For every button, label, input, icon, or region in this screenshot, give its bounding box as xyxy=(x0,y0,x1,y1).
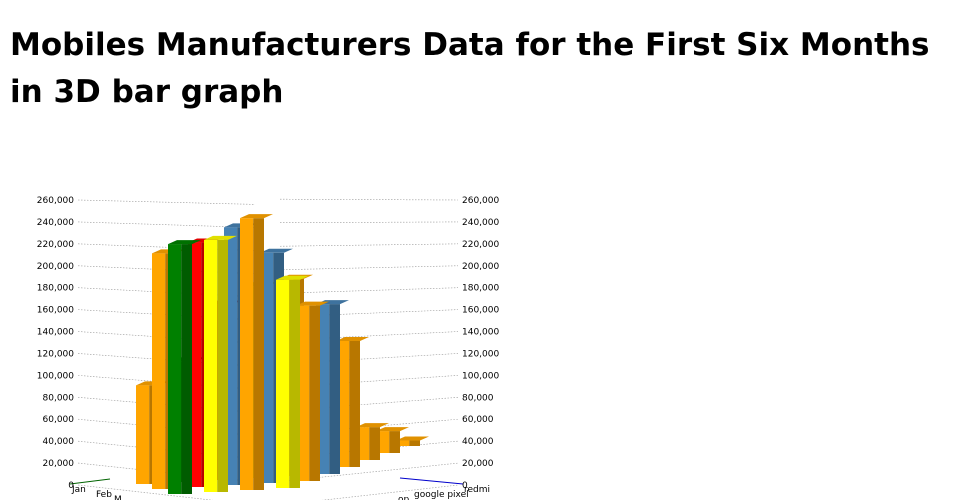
y-tick-label-right: 120,000 xyxy=(462,349,499,359)
bar-side-face xyxy=(409,440,420,446)
y-tick-label-left: 0 xyxy=(68,481,74,491)
y-tick-label-left: 120,000 xyxy=(37,349,74,359)
bar-top-face xyxy=(168,240,201,245)
bar-front-face xyxy=(396,440,410,446)
y-tick-label-right: 20,000 xyxy=(462,459,494,469)
gridline-right xyxy=(279,198,459,201)
floor-axis-right xyxy=(399,477,464,485)
y-tick-label-left: 40,000 xyxy=(43,437,75,447)
x-tick-label: M xyxy=(114,495,122,500)
bar-side-face xyxy=(253,218,264,490)
z-tick-label: redmi xyxy=(464,485,490,495)
bar-front-face xyxy=(136,385,150,484)
y-tick-label-right: 0 xyxy=(462,481,468,491)
page-title: Mobiles Manufacturers Data for the First… xyxy=(10,27,930,110)
x-tick-label: Jan xyxy=(71,485,86,495)
y-tick-label-right: 200,000 xyxy=(462,262,499,272)
bars xyxy=(136,214,429,494)
bar-apr-0 xyxy=(204,235,237,492)
bar-front-face xyxy=(240,218,254,490)
y-tick-label-left: 200,000 xyxy=(37,262,74,272)
floor-axis-left xyxy=(69,478,111,485)
y-tick-label-right: 100,000 xyxy=(462,371,499,381)
bar-side-face xyxy=(181,244,192,494)
gridline-right xyxy=(279,243,459,247)
bar-jun-6 xyxy=(396,436,429,446)
x-tick-label: Feb xyxy=(96,490,112,500)
y-tick-label-right: 240,000 xyxy=(462,218,499,228)
z-tick-label: op xyxy=(398,495,410,500)
gridline-left xyxy=(77,221,256,228)
bar-side-face xyxy=(349,340,360,467)
y-tick-label-left: 80,000 xyxy=(43,393,75,403)
y-tick-label-right: 220,000 xyxy=(462,240,499,250)
bar-top-face xyxy=(376,427,409,432)
y-tick-label-right: 160,000 xyxy=(462,306,499,316)
bar-jun-0 xyxy=(276,275,309,488)
gridline-right xyxy=(279,287,459,294)
y-tick-label-right: 80,000 xyxy=(462,393,494,403)
y-tick-label-left: 140,000 xyxy=(37,328,74,338)
bar-front-face xyxy=(168,244,182,494)
bar-front-face xyxy=(276,279,290,488)
bar-top-face xyxy=(276,275,309,280)
bar-side-face xyxy=(289,279,300,488)
bar-may-0 xyxy=(240,214,273,490)
y-tick-label-left: 240,000 xyxy=(37,218,74,228)
y-tick-label-right: 140,000 xyxy=(462,328,499,338)
y-tick-label-left: 100,000 xyxy=(37,371,74,381)
y-tick-label-right: 40,000 xyxy=(462,437,494,447)
bar-front-face xyxy=(204,239,218,492)
z-tick-label: google pixel xyxy=(414,490,469,500)
axes xyxy=(69,477,464,485)
y-tick-label-left: 20,000 xyxy=(43,459,75,469)
bar-side-face xyxy=(217,239,228,492)
bar-front-face xyxy=(152,253,166,489)
axis-labels: 0 0 20,000 20,000 40,000 40,000 60,000 60,000 80… xyxy=(37,196,500,500)
y-tick-label-left: 60,000 xyxy=(43,415,75,425)
y-tick-label-right: 180,000 xyxy=(462,284,499,294)
bar-side-face xyxy=(389,431,400,453)
bar-top-face xyxy=(204,235,237,240)
y-tick-label-left: 160,000 xyxy=(37,306,74,316)
y-tick-label-right: 60,000 xyxy=(462,415,494,425)
gridline-right xyxy=(279,221,459,224)
y-tick-label-left: 180,000 xyxy=(37,284,74,294)
bar-chart-3d: 0 0 20,000 20,000 40,000 40,000 60,000 60,000 80… xyxy=(37,196,500,500)
gridline-right xyxy=(279,265,459,271)
gridline-left xyxy=(77,199,256,205)
y-tick-label-right: 260,000 xyxy=(462,196,499,206)
gridline-right xyxy=(279,309,459,318)
bar-top-face xyxy=(336,336,369,341)
bar-top-face xyxy=(396,436,429,441)
bar-side-face xyxy=(309,305,320,481)
bar-side-face xyxy=(369,427,380,460)
y-tick-label-left: 220,000 xyxy=(37,240,74,250)
bar-mar-0 xyxy=(168,240,201,494)
bar-top-face xyxy=(260,248,293,253)
y-tick-label-left: 260,000 xyxy=(37,196,74,206)
chart-container: 0 0 20,000 20,000 40,000 40,000 60,000 60,000 80… xyxy=(0,185,960,500)
bar-top-face xyxy=(240,214,273,219)
bar-top-face xyxy=(296,301,329,306)
bar-side-face xyxy=(329,304,340,474)
bar-top-face xyxy=(356,423,389,428)
